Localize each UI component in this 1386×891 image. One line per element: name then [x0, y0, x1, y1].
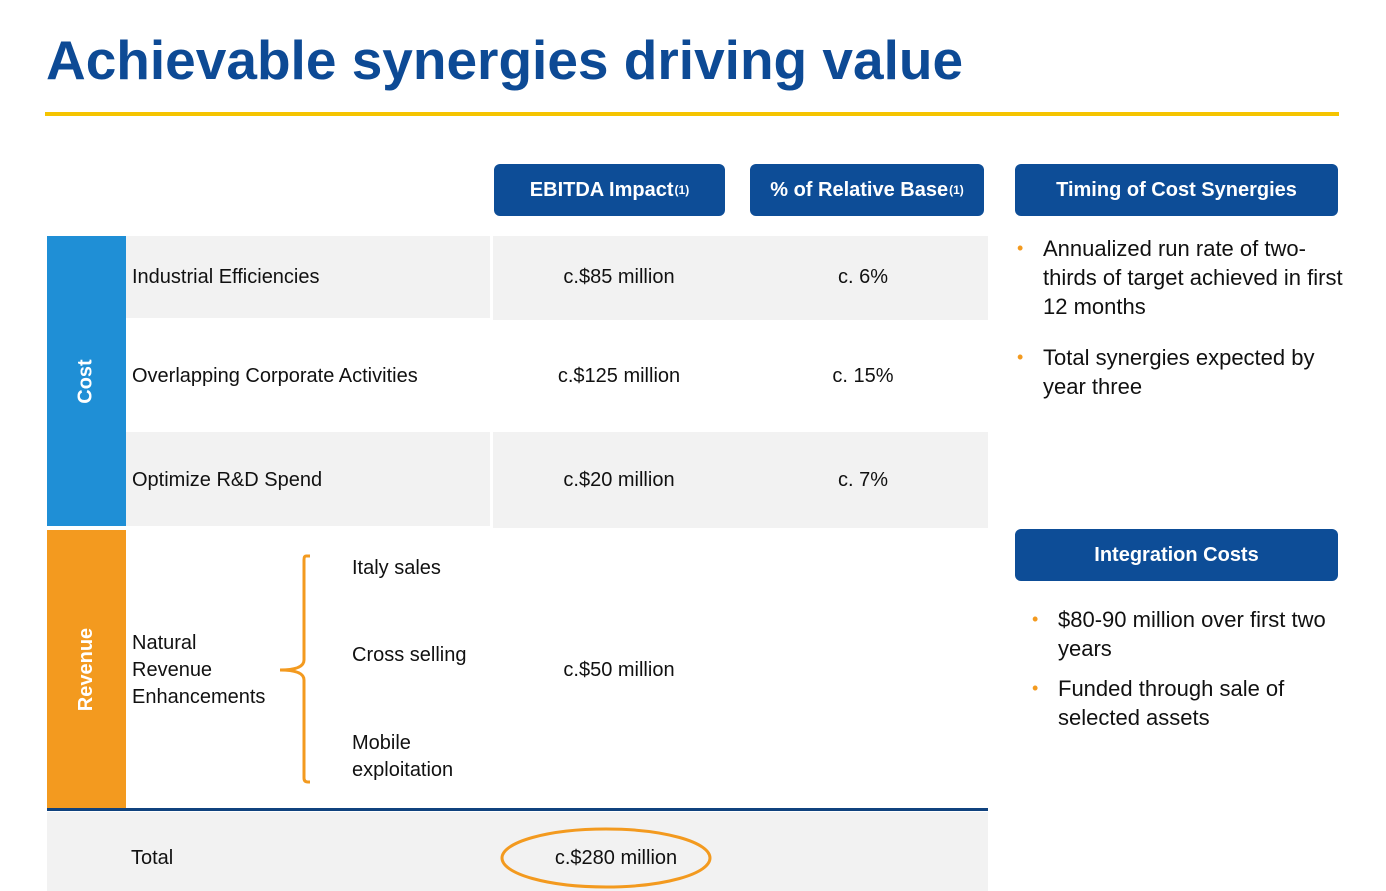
- highlight-oval: [500, 827, 712, 889]
- row-bg: [126, 236, 490, 318]
- ebitda-cell: c.$125 million: [557, 364, 681, 387]
- base-cell: c. 6%: [837, 265, 889, 288]
- sub-item: Cross selling: [352, 644, 467, 666]
- total-rule: [47, 808, 988, 811]
- total-label: Total: [131, 846, 174, 869]
- base-cell: c. 15%: [832, 364, 894, 387]
- panel-header: Timing of Cost Synergies: [1015, 164, 1338, 216]
- row-bg: [493, 236, 988, 320]
- row-name: Overlapping Corporate Activities: [132, 364, 418, 387]
- row-name: Optimize R&D Spend: [132, 468, 323, 491]
- slide-title: Achievable synergies driving value: [46, 29, 964, 91]
- group-band: Cost: [47, 236, 126, 526]
- sub-item: Italy sales: [352, 557, 441, 579]
- base-cell: c. 7%: [837, 468, 889, 491]
- bullet: Total synergies expected by year three: [1017, 343, 1343, 401]
- group-label: Revenue: [75, 627, 97, 711]
- column-header: EBITDA Impact (1): [494, 164, 725, 216]
- row-name: Industrial Efficiencies: [132, 265, 320, 288]
- column-header: % of Relative Base (1): [750, 164, 984, 216]
- bullet: $80-90 million over first two years: [1032, 605, 1328, 663]
- column-note: (1): [674, 183, 690, 197]
- column-label: EBITDA Impact: [529, 178, 674, 201]
- total-row: [47, 812, 988, 891]
- column-note: (1): [949, 183, 964, 197]
- ebitda-cell: c.$50 million: [563, 658, 675, 681]
- bullet-list: Annualized run rate of two-thirds of tar…: [1017, 234, 1343, 401]
- row-bg: [493, 432, 988, 528]
- brace: [279, 554, 310, 784]
- title-rule: [45, 112, 1339, 116]
- ebitda-cell: c.$20 million: [563, 468, 675, 491]
- sub-item: Mobile exploitation: [352, 732, 454, 781]
- row-name: Natural Revenue Enhancements: [132, 632, 266, 708]
- bullet: Funded through sale of selected assets: [1032, 674, 1328, 732]
- total-ebitda: c.$280 million: [554, 846, 678, 869]
- column-label: % of Relative Base: [770, 178, 949, 201]
- panel-header: Integration Costs: [1015, 529, 1338, 581]
- group-label: Cost: [74, 358, 97, 404]
- bullet: Annualized run rate of two-thirds of tar…: [1017, 234, 1343, 321]
- row-bg: [126, 432, 490, 526]
- bullet-list: $80-90 million over first two years Fund…: [1032, 605, 1328, 732]
- group-band: Revenue: [47, 530, 126, 808]
- ebitda-cell: c.$85 million: [563, 265, 675, 288]
